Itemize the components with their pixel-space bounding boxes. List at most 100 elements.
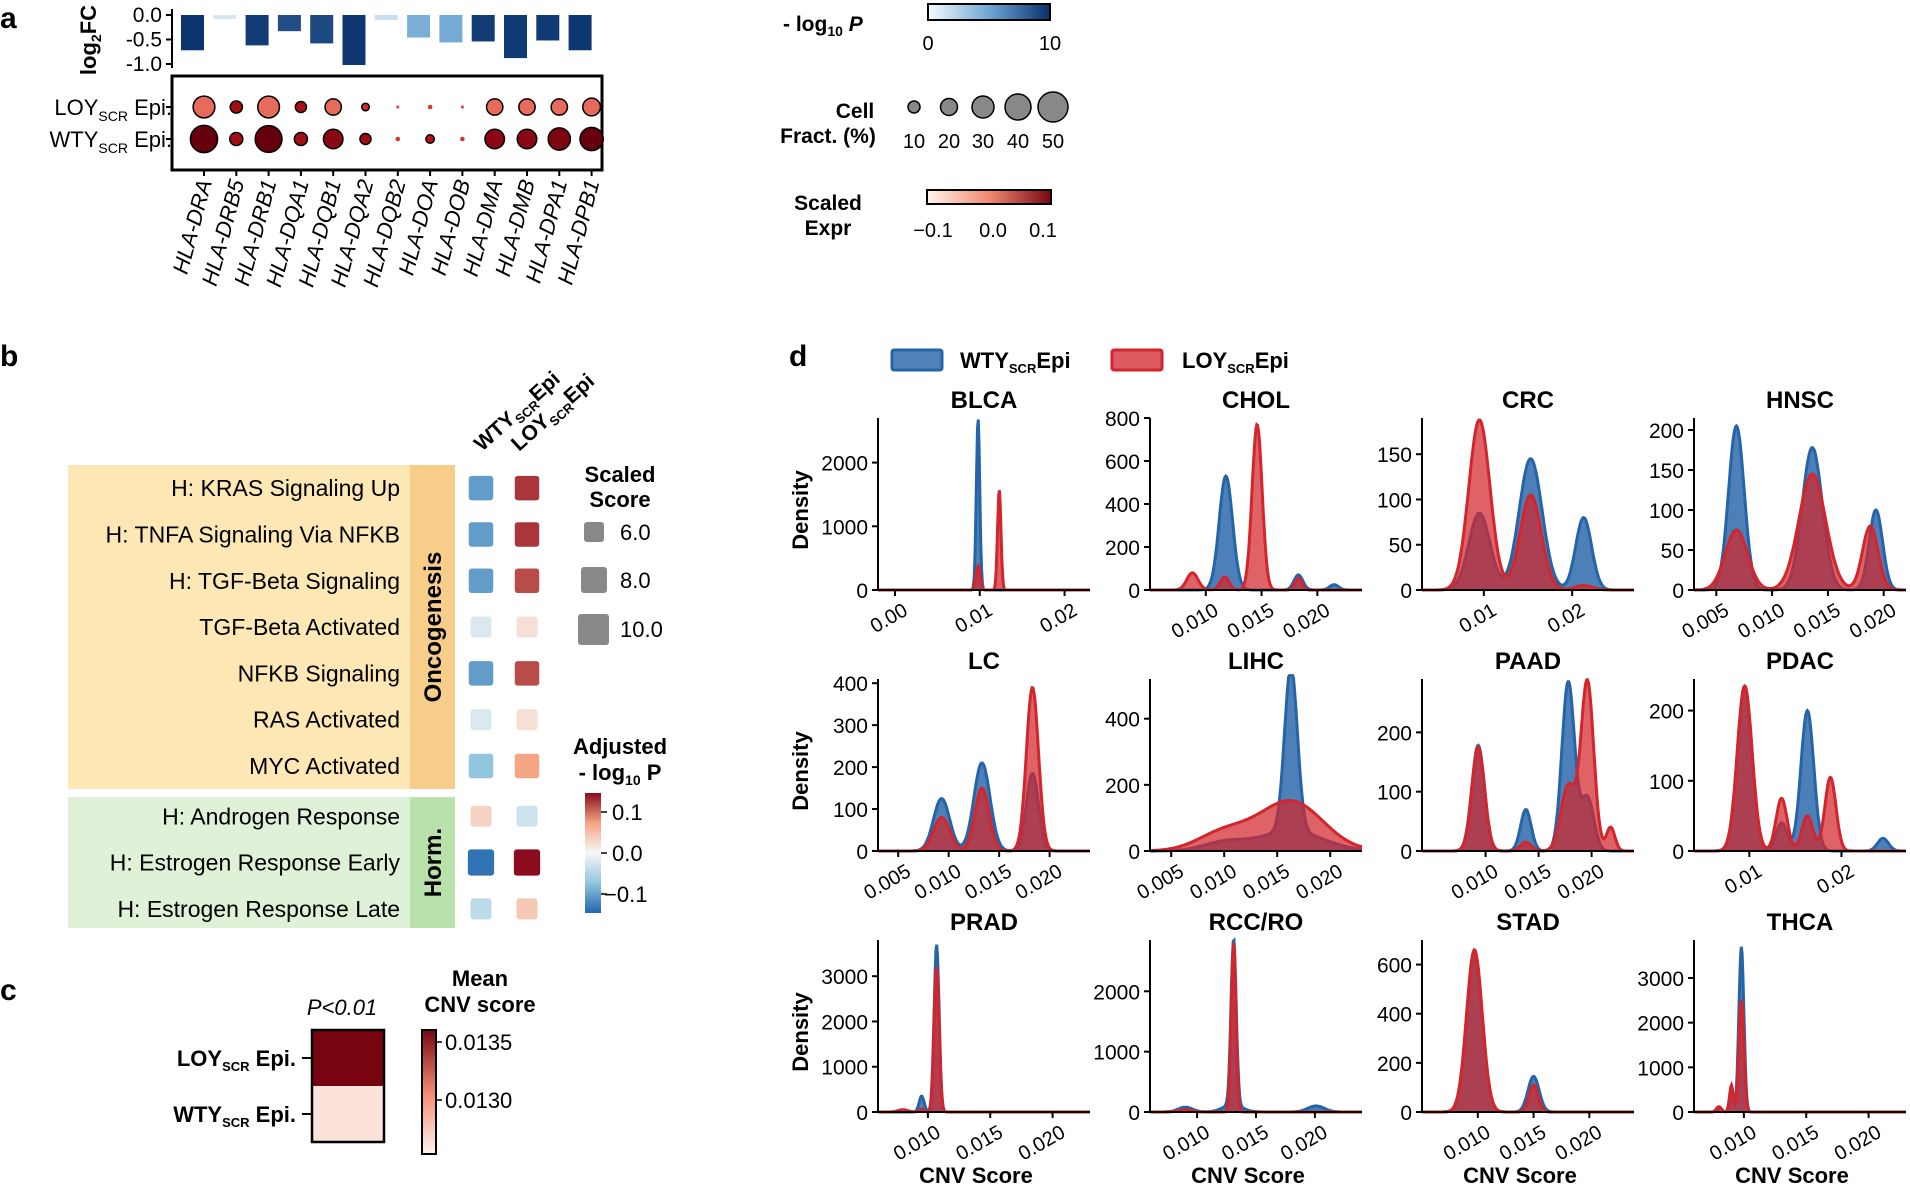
svg-text:0.0130: 0.0130 — [445, 1088, 512, 1113]
a-bar-HLA-DQA2 — [342, 15, 366, 65]
d-y-tick-label: 200 — [1649, 701, 1684, 724]
c-cell-1 — [312, 1086, 384, 1142]
d-area-blue — [1422, 681, 1634, 851]
d-area-red — [1422, 949, 1634, 1112]
b-group-band-Oncogenesis — [410, 465, 455, 790]
b-col-labels: WTYSCREpi LOYSCREpi — [470, 367, 599, 456]
d-y-tick-label: 0 — [1128, 1102, 1140, 1125]
d-x-tick-label: 0.020 — [1552, 1121, 1606, 1165]
svg-text:0.1: 0.1 — [612, 800, 643, 825]
panel-label-a: a — [0, 2, 17, 35]
b-row-label: H: TGF-Beta Signaling — [169, 568, 400, 594]
d-panel-PRAD: PRAD 0 1000 2000 3000 0.010 0.015 0.020 Density C… — [788, 909, 1090, 1186]
d-line-red — [878, 967, 1090, 1114]
d-y-tick-label: 0 — [1128, 580, 1140, 603]
svg-text:0.0: 0.0 — [612, 841, 643, 866]
pval-colorbar — [927, 3, 1051, 21]
a-bar-HLA-DPA1 — [536, 15, 560, 41]
d-area-red — [1150, 800, 1362, 851]
d-panel-BLCA: BLCA 0 1000 2000 0.00 0.01 0.02 Density — [788, 387, 1090, 638]
d-x-tick-label: 0.01 — [1721, 860, 1766, 899]
d-line-red — [1150, 799, 1363, 853]
a-bar-HLA-DQB2 — [374, 15, 398, 20]
d-panel-title: CHOL — [1222, 387, 1290, 414]
d-panel-CHOL: CHOL 0 200 400 600 800 0.010 0.015 0.020 — [1105, 387, 1362, 643]
svg-text:log2FC: log2FC — [76, 5, 104, 75]
b-row-label: H: Estrogen Response Late — [117, 896, 400, 922]
b-heatmap: Oncogenesis Horm. H: KRAS Signaling Up H: T… — [68, 465, 541, 928]
expr-colorbar — [926, 189, 1052, 205]
b-cell-1-1 — [514, 522, 540, 547]
svg-text:8.0: 8.0 — [620, 568, 651, 593]
svg-text:- log10 P: - log10 P — [579, 760, 662, 788]
d-panel-PDAC: PDAC 0 100 200 0.01 0.02 — [1649, 648, 1906, 899]
svg-text:Scaled: Scaled — [794, 192, 862, 215]
d-area-blue — [878, 944, 1090, 1112]
d-line-red — [1693, 472, 1906, 592]
c-title: P<0.01 — [307, 995, 377, 1020]
d-y-tick-label: 600 — [1377, 955, 1412, 978]
d-x-tick-label: 0.015 — [1496, 1121, 1550, 1165]
a-dot-WTYSCR-HLA-DOB — [460, 136, 465, 142]
a-dot-LOYSCR-HLA-DQA2 — [360, 102, 371, 112]
a-cellfrac-legend: Cell Fract. (%) 10 20 30 40 50 — [780, 91, 1069, 153]
d-x-tick-label: 0.020 — [1846, 599, 1900, 643]
a-y-tick-label: -1.0 — [126, 53, 162, 76]
d-x-tick-label: 0.010 — [1159, 1121, 1213, 1165]
cellfrac-dot-10 — [907, 100, 921, 114]
d-y-tick-label: 0 — [1128, 841, 1140, 864]
d-x-tick-label: 0.020 — [1280, 599, 1334, 643]
a-dot-WTYSCR-HLA-DMA — [484, 128, 506, 150]
d-y-tick-label: 50 — [1661, 540, 1684, 563]
d-y-tick-label: 300 — [833, 715, 868, 738]
svg-text:Fract. (%): Fract. (%) — [780, 125, 876, 148]
d-line-blue — [878, 419, 1090, 592]
d-y-tick-label: 1000 — [1093, 1042, 1140, 1065]
cnv-colorbar — [421, 1029, 437, 1155]
a-bar-HLA-DOA — [407, 15, 431, 38]
d-y-tick-label: 0 — [1400, 580, 1412, 603]
b-cell-0-5 — [470, 709, 492, 731]
d-y-tick-label: 200 — [833, 757, 868, 780]
a-bar-HLA-DMA — [471, 15, 495, 42]
d-x-tick-label: 0.010 — [911, 860, 965, 904]
d-y-tick-label: 100 — [1649, 500, 1684, 523]
svg-text:0.1: 0.1 — [1029, 220, 1057, 242]
a-dot-LOYSCR-HLA-DRA — [192, 95, 216, 119]
d-y-tick-label: 2000 — [821, 1011, 868, 1034]
svg-text:Mean: Mean — [452, 966, 508, 991]
d-x-axis-label: CNV Score — [1191, 1163, 1305, 1186]
a-dot-WTYSCR-HLA-DQB2 — [395, 136, 401, 142]
a-bar-HLA-DRB1 — [245, 15, 269, 46]
b-cell-1-5 — [516, 709, 538, 731]
d-panel-title: PDAC — [1766, 648, 1834, 675]
b-cell-1-3 — [516, 616, 538, 638]
a-dot-frame — [170, 74, 604, 172]
b-row-label: H: KRAS Signaling Up — [171, 475, 400, 501]
d-x-axis-label: CNV Score — [1735, 1163, 1849, 1186]
c-cell-0 — [312, 1030, 384, 1086]
d-x-tick-label: 0.01 — [1456, 599, 1501, 638]
d-x-tick-label: 0.020 — [1554, 860, 1608, 904]
svg-text:CNV score: CNV score — [424, 992, 535, 1017]
a-row-label-wty: WTYSCR Epi. — [50, 127, 172, 156]
b-cell-0-4 — [468, 661, 494, 686]
d-y-tick-label: 150 — [1649, 460, 1684, 483]
d-panel-title: THCA — [1767, 909, 1834, 936]
a-dot-LOYSCR-HLA-DQB1 — [324, 98, 343, 116]
d-y-tick-label: 200 — [1377, 1053, 1412, 1076]
d-panel-CRC: CRC 0 50 100 150 0.01 0.02 — [1377, 387, 1634, 638]
d-y-tick-label: 3000 — [1637, 968, 1684, 991]
d-y-tick-label: 600 — [1105, 451, 1140, 474]
a-expr-legend: Scaled Expr −0.1 0.0 0.1 — [794, 189, 1057, 242]
b-cell-0-6 — [468, 753, 494, 779]
a-dot-LOYSCR-HLA-DQB2 — [396, 105, 400, 109]
a-row-label-loy: LOYSCR Epi. — [54, 95, 172, 124]
d-y-tick-label: 0 — [856, 1102, 868, 1125]
svg-text:Scaled: Scaled — [585, 462, 656, 487]
d-y-tick-label: 2000 — [1093, 981, 1140, 1004]
b-row-label: H: Estrogen Response Early — [110, 850, 401, 876]
b-cell-0-0 — [468, 475, 494, 501]
